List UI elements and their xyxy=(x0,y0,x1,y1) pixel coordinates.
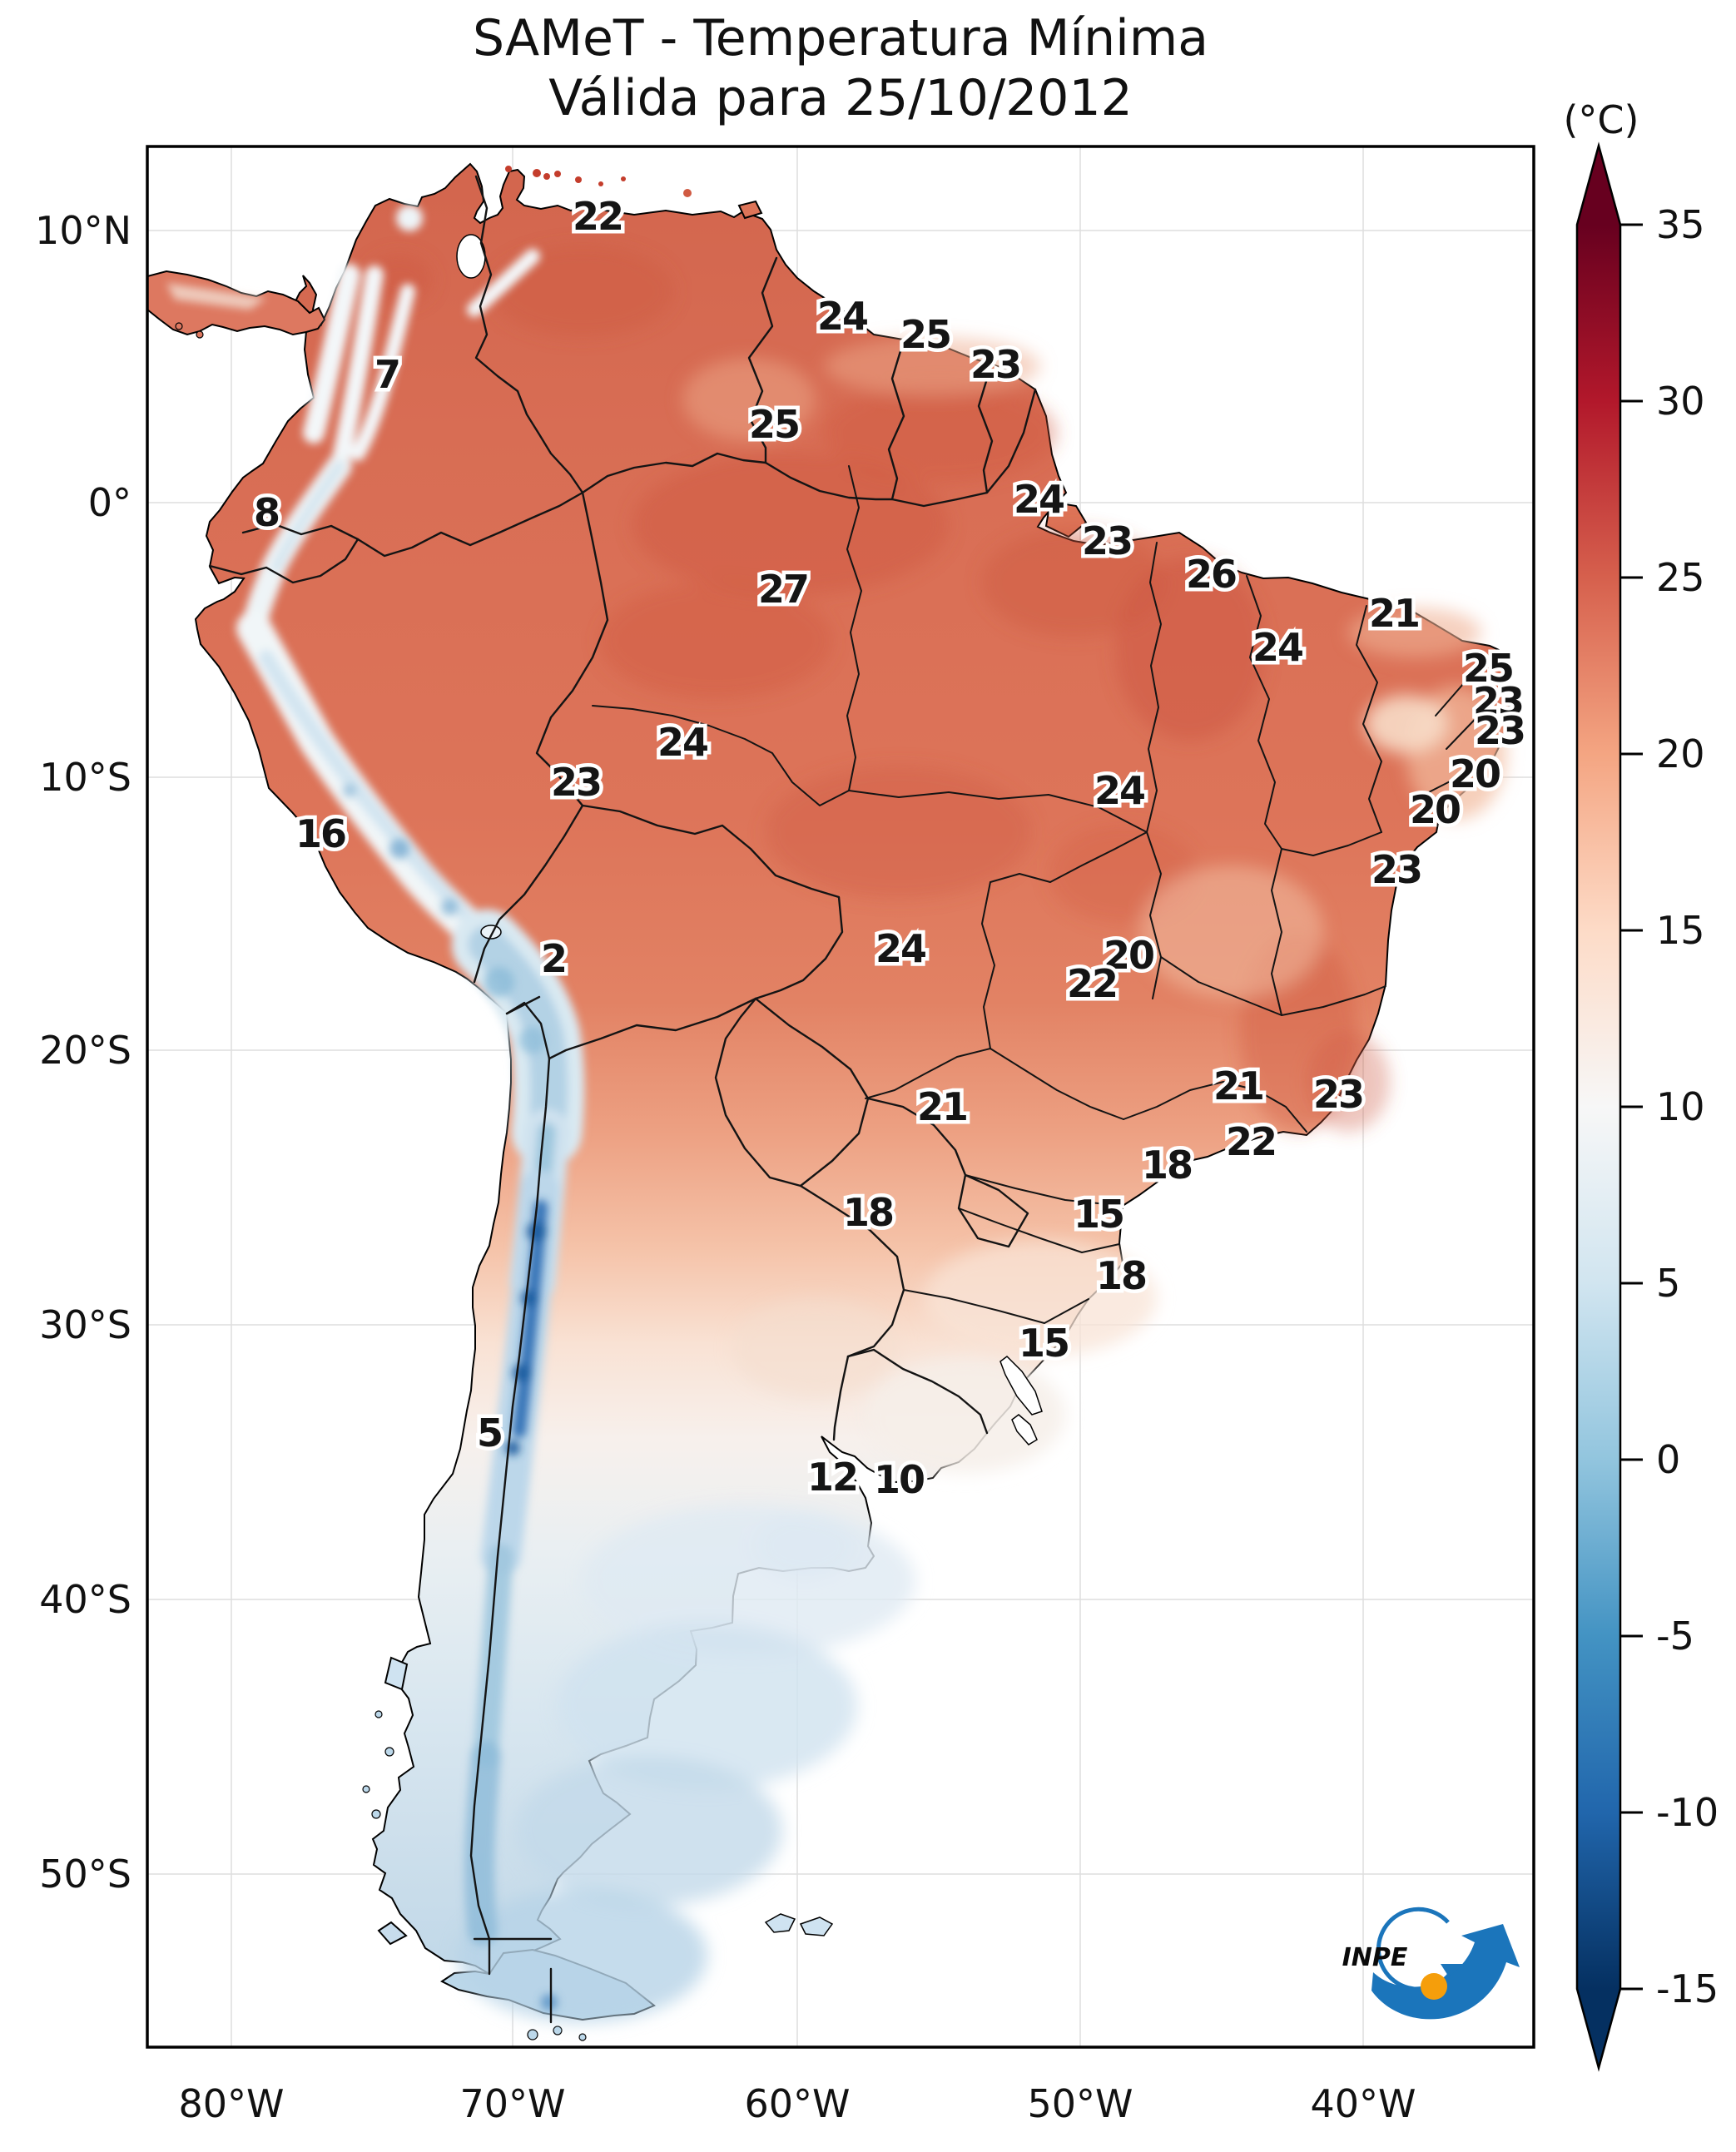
y-tick-label: 10°N xyxy=(35,208,131,253)
temp-label: 24 xyxy=(875,926,925,971)
temp-label: 18 xyxy=(1142,1143,1192,1188)
temp-label: 15 xyxy=(1074,1192,1123,1237)
colorbar-bar xyxy=(1575,141,1622,2072)
country-borders xyxy=(208,175,1037,2024)
temp-label: 23 xyxy=(1313,1072,1363,1117)
temp-label: 15 xyxy=(1019,1321,1069,1366)
page-title: SAMeT - Temperatura Mínima xyxy=(473,9,1208,67)
temp-label: 18 xyxy=(1096,1253,1146,1298)
temp-label: 24 xyxy=(817,294,867,339)
temp-label: 20 xyxy=(1450,751,1500,796)
colorbar-tick-label: 0 xyxy=(1656,1437,1680,1482)
inpe-orange-dot-icon xyxy=(1421,1973,1447,2000)
colorbar-ticks: 35 30 25 20 15 10 5 0 -5 -10 -15 xyxy=(1620,202,1719,2011)
colorbar-unit-label: (°C) xyxy=(1563,97,1639,142)
colorbar-tick-label: -10 xyxy=(1656,1790,1719,1835)
temp-label: 2 xyxy=(541,936,566,981)
title-block: SAMeT - Temperatura Mínima Válida para 2… xyxy=(473,9,1208,127)
colorbar-tick-label: 20 xyxy=(1656,731,1705,776)
temp-label: 18 xyxy=(843,1190,893,1235)
inpe-spiral-arrowhead-icon xyxy=(1441,1964,1464,1982)
y-tick-label: 0° xyxy=(88,480,131,525)
chiloe-island xyxy=(384,1656,409,1691)
x-tick-label: 60°W xyxy=(744,2081,850,2126)
y-tick-label: 50°S xyxy=(39,1852,131,1897)
temp-label: 8 xyxy=(254,490,279,535)
temp-label: 24 xyxy=(1094,768,1144,813)
temp-label: 23 xyxy=(1371,847,1421,892)
temp-label: 24 xyxy=(657,720,707,765)
x-axis-tick-labels: 80°W 70°W 60°W 50°W 40°W xyxy=(178,2081,1416,2126)
temp-label: 25 xyxy=(1463,646,1513,691)
temp-label: 5 xyxy=(477,1411,502,1455)
caribbean-island-specks xyxy=(505,166,626,186)
colorbar-tick-label: 30 xyxy=(1656,379,1705,424)
temp-label: 21 xyxy=(917,1084,967,1129)
map-frame xyxy=(146,145,1535,2049)
colorbar-tick-label: -15 xyxy=(1656,1966,1719,2011)
temp-label: 24 xyxy=(1252,625,1302,670)
temp-label: 21 xyxy=(1369,591,1419,636)
temp-label: 27 xyxy=(758,567,808,612)
temp-label: 23 xyxy=(1475,708,1525,753)
y-tick-label: 10°S xyxy=(39,755,131,800)
temp-label: 23 xyxy=(1082,518,1132,563)
x-tick-label: 40°W xyxy=(1310,2081,1416,2126)
temp-label: 22 xyxy=(1226,1119,1276,1164)
colorbar: (°C) 35 30 25 20 15 10 5 0 -5 -10 -15 xyxy=(1563,97,1719,2072)
temp-label: 22 xyxy=(573,194,622,239)
south-america-landmass xyxy=(147,162,1512,2041)
inpe-swoosh-arrow-icon xyxy=(1371,1924,1520,2020)
y-tick-label: 40°S xyxy=(39,1577,131,1622)
temp-label: 24 xyxy=(1014,477,1064,522)
inpe-text: INPE xyxy=(1342,1943,1408,1972)
temp-label: 26 xyxy=(1186,552,1236,597)
temp-label: 25 xyxy=(749,402,799,447)
andes-cold-band xyxy=(236,205,585,2011)
temp-label: 16 xyxy=(295,811,345,856)
temp-label: 20 xyxy=(1104,933,1153,978)
panama-highlands xyxy=(166,283,266,310)
temp-label: 23 xyxy=(551,760,601,805)
x-tick-label: 80°W xyxy=(178,2081,284,2126)
colorbar-tick-label: 10 xyxy=(1656,1084,1705,1129)
temp-label: 10 xyxy=(874,1457,924,1502)
x-tick-label: 70°W xyxy=(459,2081,565,2126)
colorbar-tick-label: 15 xyxy=(1656,908,1705,953)
y-tick-label: 20°S xyxy=(39,1028,131,1073)
temp-label: 22 xyxy=(1067,961,1117,1006)
temp-label: 23 xyxy=(970,342,1020,387)
x-tick-label: 50°W xyxy=(1027,2081,1133,2126)
colorbar-tick-label: 25 xyxy=(1656,555,1705,600)
y-tick-label: 30°S xyxy=(39,1302,131,1347)
lakes xyxy=(456,234,1043,1445)
colorbar-tick-label: 5 xyxy=(1656,1261,1680,1306)
temp-label: 23 xyxy=(1473,679,1523,724)
inpe-logo: INPE xyxy=(1342,1907,1520,2020)
temp-label: 20 xyxy=(1410,787,1460,832)
state-borders xyxy=(592,465,1489,1324)
warm-cool-field-texture xyxy=(366,245,1506,2022)
page-subtitle: Válida para 25/10/2012 xyxy=(548,69,1133,127)
temp-label: 21 xyxy=(1213,1064,1263,1108)
colorbar-tick-label: -5 xyxy=(1656,1614,1694,1659)
temp-label: 25 xyxy=(900,312,950,357)
falkland-islands xyxy=(764,1913,834,1936)
temp-label: 7 xyxy=(374,352,399,397)
y-axis-tick-labels: 10°N 0° 10°S 20°S 30°S 40°S 50°S xyxy=(35,208,131,1897)
temp-label: 12 xyxy=(807,1455,857,1500)
colorbar-tick-label: 35 xyxy=(1656,202,1705,247)
